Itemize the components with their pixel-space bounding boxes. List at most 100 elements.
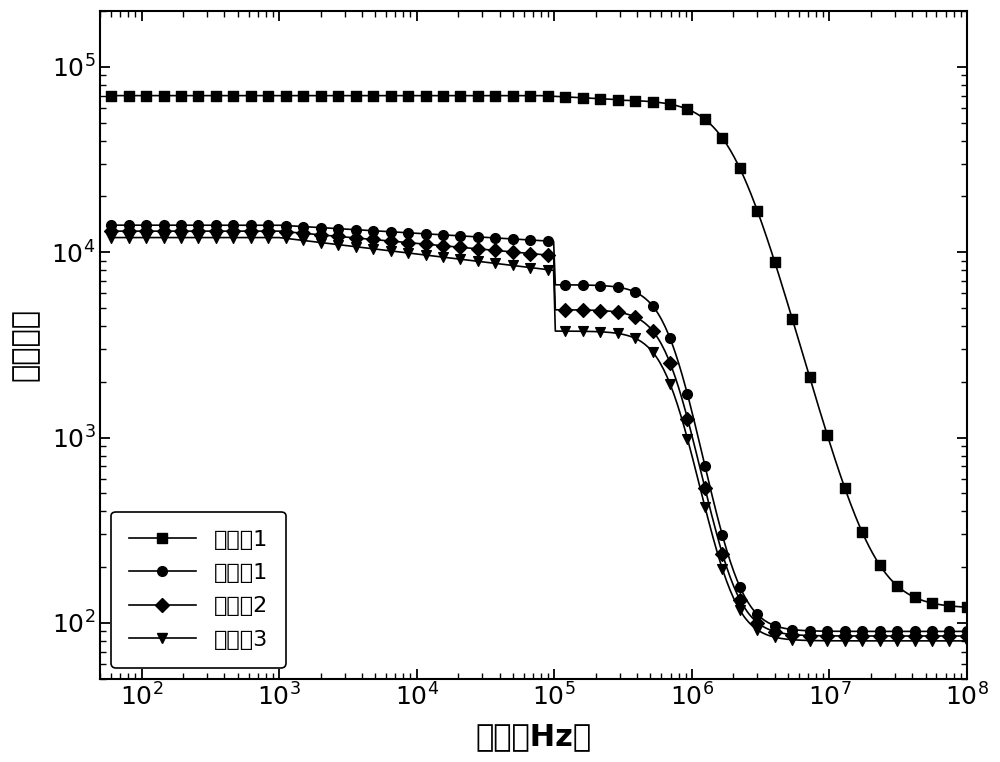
Point <box>749 205 765 217</box>
Point <box>103 225 119 237</box>
Point <box>872 635 888 647</box>
Point <box>575 279 591 291</box>
Point <box>173 219 189 231</box>
Point <box>767 256 783 268</box>
Point <box>190 219 206 231</box>
Point <box>749 608 765 620</box>
Point <box>941 635 957 647</box>
Point <box>190 225 206 237</box>
X-axis label: 频率（Hz）: 频率（Hz） <box>476 722 592 751</box>
Point <box>138 219 154 231</box>
Point <box>208 89 224 101</box>
Point <box>208 225 224 237</box>
Point <box>260 219 276 231</box>
Point <box>487 245 503 257</box>
Point <box>819 429 835 441</box>
Point <box>697 501 713 513</box>
Point <box>225 89 241 101</box>
Point <box>645 299 661 312</box>
Point <box>156 219 172 231</box>
Point <box>802 629 818 642</box>
Point <box>679 433 695 445</box>
Point <box>784 629 800 641</box>
Point <box>330 230 346 242</box>
Point <box>418 89 434 101</box>
Point <box>487 258 503 270</box>
Point <box>610 94 626 106</box>
Point <box>173 225 189 237</box>
Point <box>662 98 678 110</box>
Point <box>313 229 329 241</box>
Point <box>575 91 591 104</box>
Point <box>208 232 224 244</box>
Point <box>924 635 940 647</box>
Point <box>121 89 137 101</box>
Point <box>452 89 468 101</box>
Point <box>941 600 957 612</box>
Point <box>540 264 556 276</box>
Point <box>225 219 241 231</box>
Point <box>400 89 416 101</box>
Point <box>679 389 695 401</box>
Point <box>243 232 259 244</box>
Point <box>697 114 713 126</box>
Point <box>540 90 556 102</box>
Point <box>854 630 870 642</box>
Point <box>330 239 346 251</box>
Point <box>924 626 940 638</box>
Point <box>714 132 730 144</box>
Point <box>121 219 137 231</box>
Point <box>156 232 172 244</box>
Point <box>610 281 626 293</box>
Point <box>627 311 643 323</box>
Point <box>383 235 399 247</box>
Point <box>907 626 923 638</box>
Point <box>348 232 364 244</box>
Point <box>435 89 451 101</box>
Point <box>714 530 730 542</box>
Point <box>383 226 399 238</box>
Point <box>679 103 695 115</box>
Point <box>732 604 748 616</box>
Point <box>627 94 643 107</box>
Point <box>557 279 573 291</box>
Point <box>714 548 730 560</box>
Point <box>662 357 678 369</box>
Point <box>365 225 381 237</box>
Point <box>330 223 346 235</box>
Point <box>138 89 154 101</box>
Point <box>662 332 678 344</box>
Point <box>365 233 381 245</box>
Point <box>732 594 748 606</box>
Point <box>959 630 975 642</box>
Point <box>767 626 783 638</box>
Point <box>749 616 765 629</box>
Point <box>295 220 311 232</box>
Point <box>889 630 905 642</box>
Point <box>470 231 486 243</box>
Point <box>679 412 695 424</box>
Point <box>924 597 940 609</box>
Point <box>522 89 538 101</box>
Point <box>103 219 119 231</box>
Point <box>522 248 538 260</box>
Point <box>400 226 416 239</box>
Point <box>837 482 853 494</box>
Point <box>121 232 137 244</box>
Legend: 对比例1, 实施例1, 实施例2, 实施例3: 对比例1, 实施例1, 实施例2, 实施例3 <box>111 512 286 668</box>
Point <box>452 230 468 242</box>
Point <box>313 236 329 248</box>
Point <box>610 306 626 319</box>
Point <box>505 259 521 271</box>
Point <box>505 233 521 245</box>
Point <box>365 242 381 255</box>
Point <box>190 89 206 101</box>
Point <box>872 630 888 642</box>
Point <box>697 482 713 495</box>
Point <box>278 226 294 238</box>
Point <box>749 624 765 636</box>
Point <box>732 581 748 593</box>
Point <box>208 219 224 231</box>
Point <box>837 626 853 638</box>
Point <box>278 219 294 232</box>
